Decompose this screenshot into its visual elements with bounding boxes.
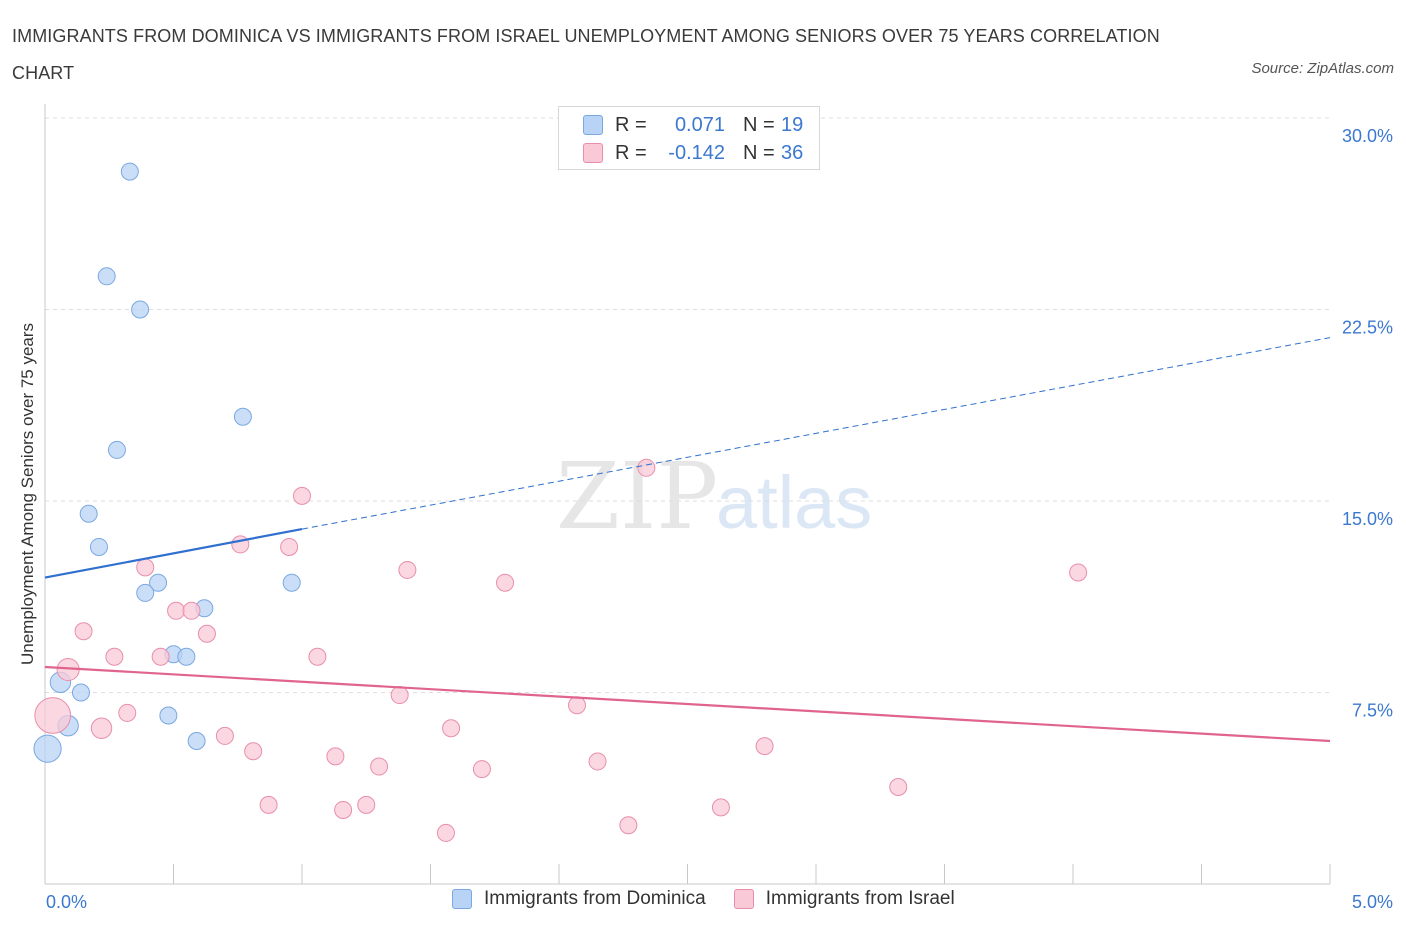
dominica-point bbox=[79, 504, 98, 523]
israel-point bbox=[619, 816, 638, 835]
chart-title: IMMIGRANTS FROM DOMINICA VS IMMIGRANTS F… bbox=[12, 26, 1160, 83]
israel-point bbox=[293, 486, 311, 505]
r-value: 0.071 bbox=[674, 113, 725, 136]
tick-labels: 7.5% 15.0% 22.5% 30.0% 0.0% 5.0% bbox=[46, 126, 1393, 912]
dominica-trend-line bbox=[44, 528, 303, 579]
israel-point bbox=[167, 601, 186, 620]
x-tick-label: 5.0% bbox=[1352, 892, 1393, 912]
stats-legend-row-dominica: R = 0.071 N = 19 bbox=[583, 111, 803, 139]
n-label: N = bbox=[743, 113, 775, 136]
data-points bbox=[33, 162, 1088, 842]
israel-point bbox=[74, 622, 93, 641]
israel-point bbox=[259, 795, 278, 814]
israel-point bbox=[472, 760, 491, 779]
dominica-point bbox=[159, 706, 178, 725]
israel-point bbox=[442, 719, 461, 738]
dominica-point bbox=[177, 647, 196, 666]
israel-point bbox=[244, 742, 263, 761]
r-label: R = bbox=[615, 141, 647, 164]
israel-point bbox=[588, 752, 607, 771]
israel-point bbox=[711, 798, 730, 817]
grid-lines bbox=[45, 117, 1330, 693]
israel-point bbox=[90, 717, 113, 739]
israel-point bbox=[567, 696, 586, 715]
israel-point bbox=[151, 647, 170, 666]
israel-point bbox=[308, 647, 327, 666]
israel-point bbox=[105, 647, 124, 666]
y-tick-label: 30.0% bbox=[1342, 126, 1393, 146]
israel-point bbox=[357, 795, 376, 814]
dominica-point bbox=[89, 537, 108, 556]
dominica-point bbox=[187, 732, 206, 751]
israel-point bbox=[231, 535, 250, 554]
israel-point bbox=[182, 601, 201, 620]
watermark: ZIP atlas bbox=[556, 443, 872, 550]
watermark-zip: ZIP bbox=[556, 443, 718, 550]
israel-swatch bbox=[733, 889, 754, 909]
israel-point bbox=[334, 800, 353, 819]
n-label: N = bbox=[743, 141, 775, 164]
source-label: Source: ZipAtlas.com bbox=[1251, 60, 1394, 77]
dominica-swatch bbox=[583, 115, 603, 135]
dominica-point bbox=[107, 440, 126, 459]
israel-point bbox=[1069, 563, 1088, 582]
israel-point bbox=[889, 777, 908, 796]
israel-swatch bbox=[583, 143, 603, 163]
dominica-point bbox=[33, 734, 62, 763]
israel-point bbox=[34, 697, 72, 734]
y-tick-label: 22.5% bbox=[1342, 318, 1393, 338]
israel-point bbox=[370, 757, 389, 776]
legend-label: Immigrants from Israel bbox=[765, 888, 955, 909]
israel-point bbox=[215, 726, 234, 745]
watermark-atlas: atlas bbox=[716, 461, 872, 544]
israel-point bbox=[326, 747, 345, 766]
n-value: 36 bbox=[781, 141, 804, 164]
israel-trend-line bbox=[44, 665, 1331, 743]
stats-legend-row-israel: R = -0.142 N = 36 bbox=[583, 139, 803, 167]
dominica-point bbox=[97, 267, 116, 286]
x-tick-label: 0.0% bbox=[46, 892, 87, 912]
israel-point bbox=[398, 560, 417, 579]
dominica-point bbox=[131, 300, 150, 319]
dominica-point bbox=[120, 162, 139, 181]
legend-item-dominica[interactable]: Immigrants from Dominica bbox=[452, 888, 706, 910]
dominica-point bbox=[136, 583, 155, 602]
trend-lines bbox=[44, 337, 1331, 743]
israel-point bbox=[197, 624, 216, 643]
israel-point bbox=[136, 558, 155, 577]
israel-point bbox=[118, 703, 137, 722]
israel-point bbox=[280, 537, 299, 556]
dominica-point bbox=[149, 573, 168, 592]
r-value: -0.142 bbox=[668, 141, 725, 164]
dominica-swatch bbox=[452, 889, 472, 909]
israel-point bbox=[436, 823, 455, 842]
r-label: R = bbox=[615, 113, 647, 136]
israel-point bbox=[390, 686, 409, 705]
legend-label: Immigrants from Dominica bbox=[484, 888, 706, 909]
y-tick-label: 15.0% bbox=[1342, 509, 1393, 529]
stats-legend: R = 0.071 N = 19 R = -0.142 N = 36 bbox=[558, 106, 820, 170]
n-value: 19 bbox=[781, 113, 804, 136]
y-tick-label: 7.5% bbox=[1352, 701, 1393, 721]
dominica-point bbox=[282, 573, 301, 592]
legend-item-israel[interactable]: Immigrants from Israel bbox=[733, 888, 955, 910]
israel-point bbox=[496, 573, 515, 592]
series-legend: Immigrants from Dominica Immigrants from… bbox=[452, 888, 983, 910]
dominica-point bbox=[233, 407, 252, 426]
dominica-point bbox=[71, 683, 90, 702]
dominica-trend-line-extended bbox=[301, 337, 1331, 530]
israel-point bbox=[637, 458, 656, 477]
israel-point bbox=[755, 737, 774, 756]
